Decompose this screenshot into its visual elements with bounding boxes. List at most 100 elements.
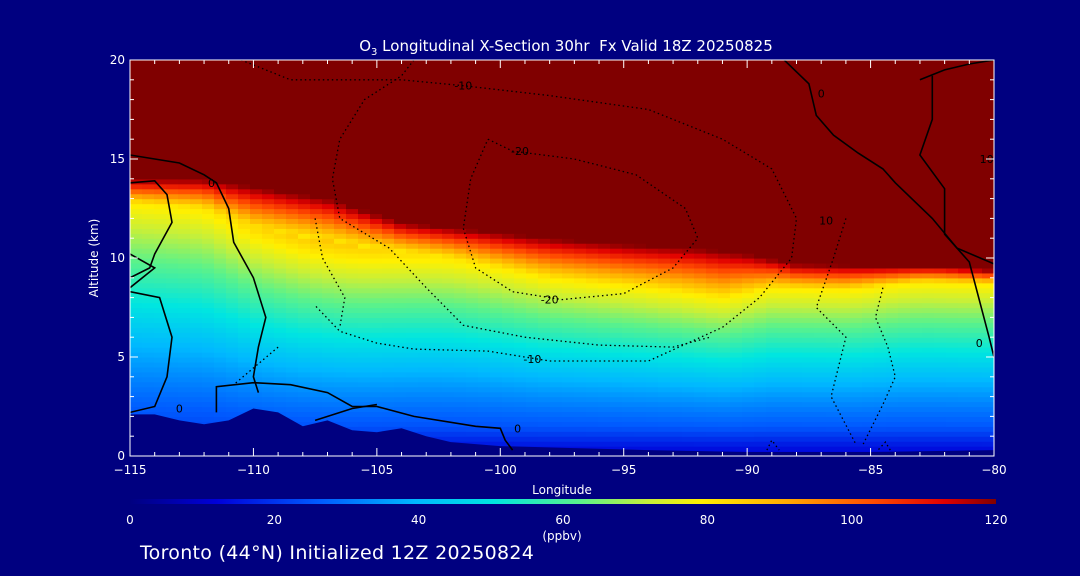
ozone-cell	[550, 154, 563, 160]
ozone-cell	[634, 149, 647, 155]
ozone-cell	[802, 248, 815, 254]
ozone-cell	[790, 312, 803, 318]
ozone-cell	[190, 272, 203, 279]
ozone-cell	[226, 262, 239, 269]
ozone-cell	[790, 262, 803, 269]
ozone-cell	[454, 74, 467, 81]
ozone-cell	[634, 104, 647, 111]
ozone-cell	[382, 307, 395, 314]
ozone-cell	[334, 134, 347, 140]
ozone-cell	[718, 84, 731, 91]
ozone-cell	[130, 302, 143, 309]
ozone-cell	[562, 109, 575, 116]
ozone-cell	[274, 386, 287, 393]
ozone-cell	[766, 193, 779, 200]
ozone-cell	[406, 421, 419, 427]
ozone-cell	[730, 312, 743, 318]
ozone-cell	[790, 188, 803, 195]
ozone-cell	[574, 159, 587, 165]
ozone-cell	[610, 342, 623, 348]
ozone-cell	[622, 267, 635, 274]
ozone-cell	[334, 178, 347, 185]
ozone-cell	[598, 183, 611, 190]
ozone-cell	[130, 262, 143, 269]
ozone-cell	[526, 114, 539, 120]
ozone-cell	[658, 248, 671, 254]
ozone-cell	[514, 307, 527, 314]
ozone-cell	[346, 114, 359, 120]
ozone-cell	[262, 119, 275, 125]
ozone-cell	[550, 436, 563, 442]
ozone-cell	[178, 144, 191, 150]
ozone-cell	[358, 104, 371, 111]
ozone-cell	[154, 84, 167, 91]
ozone-cell	[202, 258, 215, 264]
ozone-cell	[778, 208, 791, 215]
ozone-cell	[370, 262, 383, 269]
ozone-cell	[142, 159, 155, 165]
ozone-cell	[742, 183, 755, 190]
ozone-cell	[394, 421, 407, 427]
ozone-cell	[670, 79, 683, 86]
ozone-cell	[190, 258, 203, 264]
ozone-cell	[490, 426, 503, 432]
ozone-cell	[490, 203, 503, 210]
ozone-cell	[670, 183, 683, 190]
ozone-cell	[610, 406, 623, 413]
ozone-cell	[310, 332, 323, 338]
ozone-cell	[646, 213, 659, 219]
ozone-cell	[130, 366, 143, 373]
ozone-cell	[502, 178, 515, 185]
ozone-cell	[262, 322, 275, 328]
ozone-cell	[430, 297, 443, 304]
ozone-cell	[526, 391, 539, 398]
ozone-cell	[190, 287, 203, 294]
ozone-cell	[742, 396, 755, 403]
ozone-cell	[598, 352, 611, 358]
ozone-cell	[826, 94, 839, 101]
ozone-cell	[442, 144, 455, 150]
ozone-cell	[142, 124, 155, 130]
ozone-cell	[166, 84, 179, 91]
ozone-cell	[454, 426, 467, 432]
ozone-cell	[574, 218, 587, 224]
ozone-cell	[250, 332, 263, 338]
ozone-cell	[358, 119, 371, 125]
ozone-cell	[526, 292, 539, 299]
ozone-cell	[694, 248, 707, 254]
ozone-cell	[526, 238, 539, 244]
ozone-cell	[466, 109, 479, 116]
ozone-cell	[370, 386, 383, 393]
ozone-cell	[778, 163, 791, 170]
ozone-cell	[274, 149, 287, 155]
ozone-cell	[250, 312, 263, 318]
ozone-cell	[550, 183, 563, 190]
ozone-cell	[526, 60, 539, 66]
ozone-cell	[430, 124, 443, 130]
ozone-cell	[478, 159, 491, 165]
ozone-cell	[526, 228, 539, 234]
ozone-cell	[790, 272, 803, 279]
ozone-cell	[382, 168, 395, 175]
ozone-cell	[322, 391, 335, 398]
ozone-cell	[214, 168, 227, 175]
ozone-cell	[202, 272, 215, 279]
ozone-cell	[238, 233, 251, 239]
ozone-cell	[370, 302, 383, 309]
ozone-cell	[454, 84, 467, 91]
ozone-cell	[850, 114, 863, 120]
ozone-cell	[418, 238, 431, 244]
ozone-cell	[442, 60, 455, 66]
ozone-cell	[442, 89, 455, 96]
ozone-cell	[298, 277, 311, 284]
ozone-cell	[778, 361, 791, 368]
ozone-cell	[274, 253, 287, 259]
ozone-cell	[706, 149, 719, 155]
ozone-cell	[406, 371, 419, 378]
ozone-cell	[274, 406, 287, 413]
ozone-cell	[226, 238, 239, 244]
ozone-cell	[718, 203, 731, 210]
ozone-cell	[298, 109, 311, 116]
ozone-cell	[586, 386, 599, 393]
ozone-cell	[622, 376, 635, 383]
